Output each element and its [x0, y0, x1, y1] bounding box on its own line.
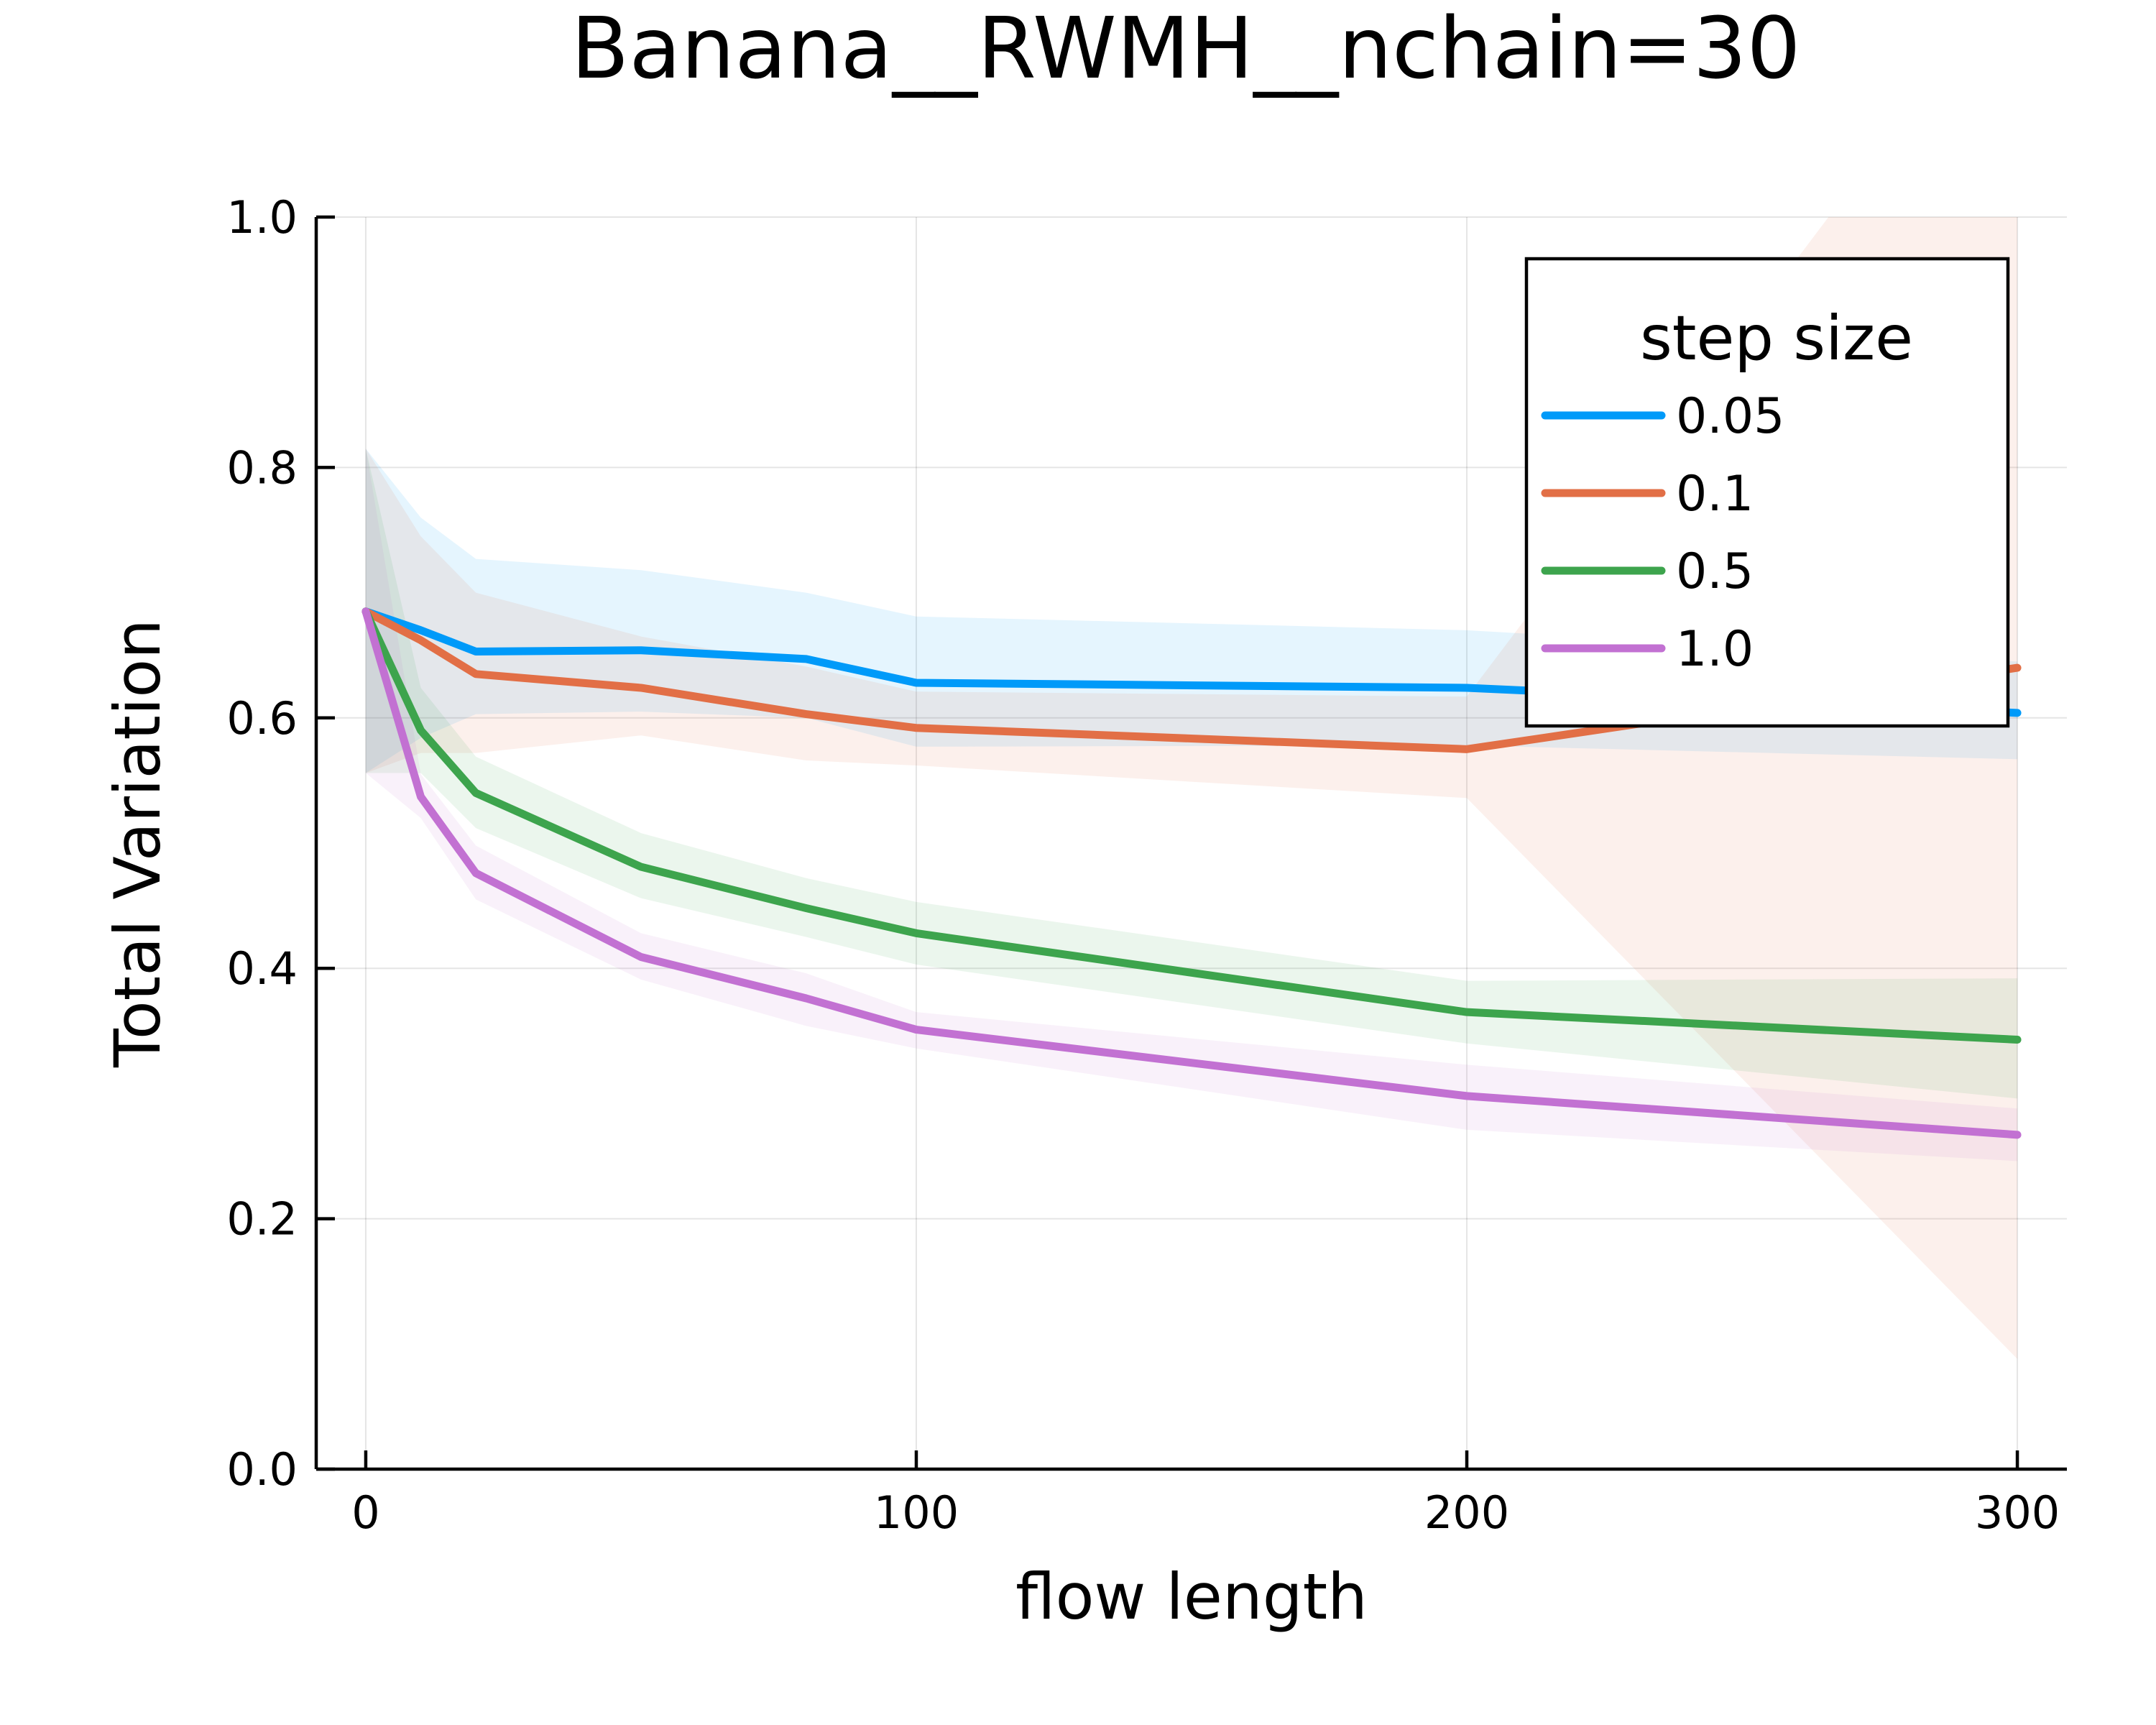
x-tick-label: 300 — [1975, 1486, 2060, 1539]
series-line-1.0 — [361, 607, 2022, 1139]
y-tick-label: 0.2 — [226, 1193, 298, 1246]
legend: step size 0.05 0.1 0.5 1.0 — [1524, 257, 2010, 728]
x-tick-label: 100 — [874, 1486, 959, 1539]
series-line-0.1 — [361, 607, 2022, 753]
ticks: 0 100 200 300 0.0 0.2 0.4 0.6 0.8 1.0 — [226, 191, 2060, 1539]
x-axis-label: flow length — [1015, 1560, 1368, 1634]
band-1.0 — [365, 448, 2018, 1162]
y-tick-label: 0.4 — [226, 942, 298, 995]
y-tick-label: 0.6 — [226, 692, 298, 745]
y-tick-label: 1.0 — [226, 191, 298, 244]
y-tick-label: 0.8 — [226, 441, 298, 494]
y-tick-label: 0.0 — [226, 1443, 298, 1496]
legend-label-0.5: 0.5 — [1676, 543, 1754, 600]
legend-label-0.05: 0.05 — [1676, 388, 1784, 445]
chart-title: Banana__RWMH__nchain=30 — [571, 0, 1800, 98]
y-axis-label: Total Variation — [101, 619, 175, 1068]
x-tick-label: 0 — [351, 1486, 379, 1539]
x-tick-label: 200 — [1424, 1486, 1509, 1539]
series-line-0.05 — [361, 607, 2022, 717]
legend-title: step size — [1640, 303, 1913, 374]
legend-label-1.0: 1.0 — [1676, 621, 1754, 678]
legend-items: 0.05 0.1 0.5 1.0 — [1541, 388, 1784, 678]
series-line-0.5 — [361, 607, 2022, 1044]
series-lines — [361, 607, 2022, 1139]
legend-label-0.1: 0.1 — [1676, 466, 1754, 523]
